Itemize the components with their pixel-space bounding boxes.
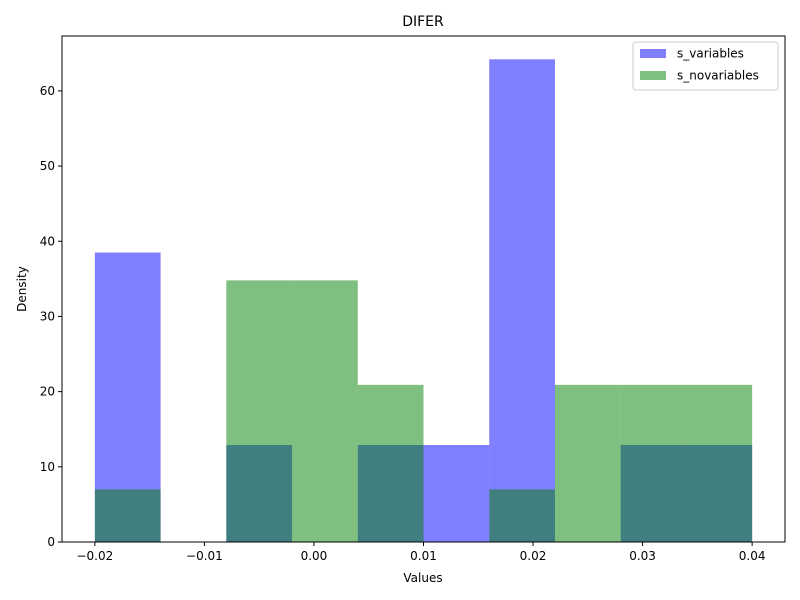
x-tick-label: 0.03 <box>629 549 656 563</box>
legend-swatch-s_variables <box>640 49 666 58</box>
bar-s_novariables-7 <box>554 384 621 542</box>
bar-s_novariables-4 <box>357 384 424 542</box>
bar-s_novariables-0 <box>94 489 161 542</box>
x-tick-label: −0.02 <box>76 549 113 563</box>
legend-swatch-s_novariables <box>640 71 666 80</box>
legend: s_variables s_novariables <box>632 41 779 91</box>
y-tick-label: 30 <box>40 309 55 323</box>
x-tick-label: 0.01 <box>410 549 437 563</box>
bar-s_novariables-9 <box>686 384 753 542</box>
bar-s_novariables-3 <box>292 280 358 542</box>
chart-title: DIFER <box>402 14 444 30</box>
bar-s_novariables-6 <box>489 489 555 542</box>
x-axis-ticks: −0.02 −0.01 0.00 0.01 0.02 0.03 0.04 <box>76 542 765 563</box>
x-tick-label: 0.02 <box>520 549 547 563</box>
plot-bars <box>94 59 753 543</box>
y-axis-title: Density <box>15 266 29 312</box>
x-tick-label: 0.04 <box>739 549 766 563</box>
legend-label-s_variables: s_variables <box>677 47 744 61</box>
y-axis-ticks: 0 10 20 30 40 50 60 <box>40 84 62 549</box>
bar-s_novariables-2 <box>226 280 293 542</box>
y-tick-label: 50 <box>40 159 55 173</box>
y-tick-label: 40 <box>40 234 55 248</box>
y-tick-label: 10 <box>40 460 55 474</box>
bar-s_variables-5 <box>423 445 490 542</box>
legend-label-s_novariables: s_novariables <box>677 69 759 83</box>
bar-s_novariables-8 <box>620 384 687 542</box>
legend-box <box>632 41 779 91</box>
y-tick-label: 0 <box>47 535 55 549</box>
plot-frame <box>61 35 786 543</box>
x-tick-label: 0.00 <box>301 549 328 563</box>
y-tick-label: 20 <box>40 385 55 399</box>
x-axis-title: Values <box>403 571 442 585</box>
x-tick-label: −0.01 <box>186 549 223 563</box>
y-tick-label: 60 <box>40 84 55 98</box>
bar-s_variables-6 <box>489 59 555 543</box>
